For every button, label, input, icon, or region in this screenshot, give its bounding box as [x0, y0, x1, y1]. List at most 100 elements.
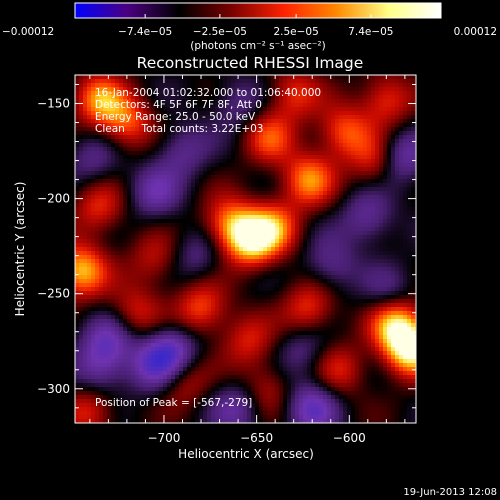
heatmap-cell [403, 207, 408, 212]
heatmap-cell [327, 279, 332, 284]
heatmap-cell [319, 279, 324, 284]
heatmap-cell [379, 103, 384, 108]
heatmap-cell [231, 275, 236, 280]
heatmap-cell [151, 303, 156, 308]
heatmap-cell [319, 215, 324, 220]
heatmap-cell [335, 127, 340, 132]
heatmap-cell [311, 303, 316, 308]
heatmap-cell [347, 179, 352, 184]
heatmap-cell [387, 107, 392, 112]
heatmap-cell [271, 207, 276, 212]
heatmap-cell [139, 267, 144, 272]
heatmap-cell [287, 187, 292, 192]
heatmap-cell [267, 91, 272, 96]
heatmap-cell [91, 223, 96, 228]
heatmap-cell [127, 187, 132, 192]
heatmap-cell [331, 175, 336, 180]
heatmap-cell [299, 195, 304, 200]
heatmap-cell [199, 291, 204, 296]
heatmap-cell [271, 103, 276, 108]
heatmap-cell [183, 243, 188, 248]
heatmap-cell [299, 75, 304, 80]
heatmap-cell [191, 263, 196, 268]
heatmap-cell [111, 171, 116, 176]
heatmap-cell [255, 155, 260, 160]
heatmap-cell [263, 159, 268, 164]
heatmap-cell [95, 75, 100, 80]
heatmap-cell [135, 187, 140, 192]
heatmap-cell [295, 151, 300, 156]
heatmap-cell [235, 163, 240, 168]
heatmap-cell [215, 195, 220, 200]
heatmap-cell [367, 91, 372, 96]
heatmap-cell [171, 259, 176, 264]
heatmap-cell [311, 187, 316, 192]
heatmap-cell [135, 163, 140, 168]
heatmap-cell [279, 303, 284, 308]
heatmap-cell [231, 187, 236, 192]
heatmap-cell [187, 75, 192, 80]
heatmap-cell [343, 227, 348, 232]
heatmap-cell [135, 111, 140, 116]
heatmap-cell [271, 99, 276, 104]
heatmap-cell [107, 275, 112, 280]
heatmap-cell [319, 223, 324, 228]
heatmap-cell [367, 171, 372, 176]
heatmap-cell [199, 187, 204, 192]
heatmap-cell [271, 135, 276, 140]
heatmap-cell [411, 235, 416, 240]
heatmap-cell [267, 147, 272, 152]
heatmap-cell [207, 119, 212, 124]
heatmap-cell [91, 295, 96, 300]
heatmap-cell [387, 211, 392, 216]
heatmap-cell [227, 147, 232, 152]
heatmap-cell [215, 287, 220, 292]
heatmap-cell [339, 171, 344, 176]
heatmap-cell [363, 171, 368, 176]
heatmap-cell [303, 143, 308, 148]
heatmap-cell [171, 239, 176, 244]
heatmap-cell [199, 259, 204, 264]
heatmap-cell [223, 303, 228, 308]
heatmap-cell [347, 211, 352, 216]
heatmap-cell [403, 243, 408, 248]
heatmap-cell [243, 111, 248, 116]
heatmap-cell [283, 299, 288, 304]
heatmap-cell [183, 235, 188, 240]
heatmap-cell [267, 115, 272, 120]
heatmap-cell [343, 211, 348, 216]
heatmap-cell [403, 115, 408, 120]
heatmap-cell [279, 115, 284, 120]
heatmap-cell [395, 263, 400, 268]
heatmap-cell [307, 215, 312, 220]
heatmap-cell [227, 191, 232, 196]
heatmap-cell [323, 87, 328, 92]
heatmap-cell [175, 279, 180, 284]
heatmap-cell [303, 235, 308, 240]
heatmap-cell [187, 155, 192, 160]
heatmap-cell [351, 243, 356, 248]
heatmap-cell [147, 171, 152, 176]
heatmap-cell [131, 211, 136, 216]
heatmap-cell [135, 79, 140, 84]
heatmap-cell [199, 143, 204, 148]
heatmap-cell [347, 143, 352, 148]
heatmap-cell [103, 255, 108, 260]
heatmap-cell [407, 231, 412, 236]
heatmap-cell [75, 219, 80, 224]
heatmap-cell [343, 251, 348, 256]
heatmap-cell [231, 255, 236, 260]
heatmap-cell [323, 167, 328, 172]
heatmap-cell [115, 207, 120, 212]
heatmap-cell [99, 87, 104, 92]
heatmap-cell [251, 291, 256, 296]
heatmap-cell [87, 123, 92, 128]
heatmap-cell [375, 99, 380, 104]
heatmap-cell [119, 207, 124, 212]
heatmap-cell [247, 175, 252, 180]
heatmap-cell [383, 211, 388, 216]
heatmap-cell [203, 183, 208, 188]
heatmap-cell [211, 231, 216, 236]
heatmap-cell [263, 87, 268, 92]
heatmap-cell [295, 191, 300, 196]
